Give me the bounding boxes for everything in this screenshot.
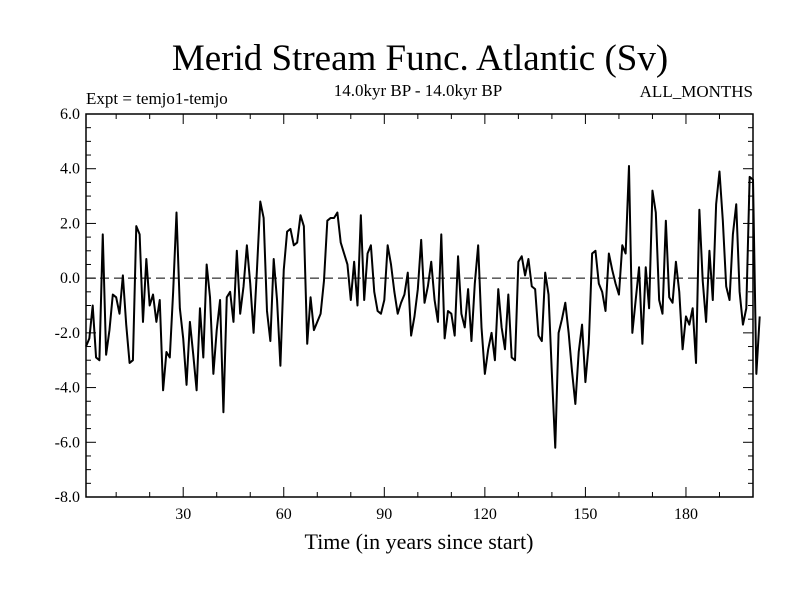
y-tick-label: -6.0	[55, 434, 80, 451]
x-axis-label: Time (in years since start)	[305, 529, 534, 554]
chart-subtitle-left: Expt = temjo1-temjo	[86, 89, 228, 108]
chart-title: Merid Stream Func. Atlantic (Sv)	[172, 38, 668, 79]
y-tick-label: -8.0	[55, 489, 80, 506]
x-tick-label: 90	[376, 506, 392, 523]
plot-frame	[85, 113, 754, 498]
chart-subtitle-right: ALL_MONTHS	[640, 82, 753, 101]
x-axis: 30 60 90 120 150 180	[115, 114, 720, 523]
y-tick-label: -2.0	[55, 325, 80, 342]
y-tick-label: 2.0	[60, 215, 80, 232]
series-line	[85, 164, 761, 449]
y-tick-label: 4.0	[60, 161, 80, 178]
y-tick-label: -4.0	[55, 380, 80, 397]
y-axis: -8.0 -6.0 -4.0 -2.0 0.0 2.0 4.0 6.0	[55, 106, 753, 506]
x-tick-label: 120	[473, 506, 497, 523]
y-tick-label: 0.0	[60, 270, 80, 287]
x-tick-label: 150	[573, 506, 597, 523]
x-tick-label: 180	[674, 506, 698, 523]
y-tick-label: 6.0	[60, 106, 80, 123]
x-tick-label: 60	[276, 506, 292, 523]
x-tick-label: 30	[175, 506, 191, 523]
chart-subtitle-center: 14.0kyr BP - 14.0kyr BP	[334, 81, 502, 100]
